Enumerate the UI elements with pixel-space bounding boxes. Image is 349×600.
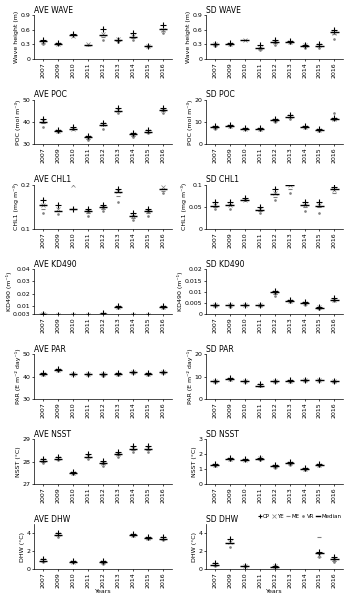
Y-axis label: DHW (°C): DHW (°C) bbox=[192, 532, 197, 562]
X-axis label: Years: Years bbox=[266, 589, 283, 595]
Y-axis label: Wave height (m): Wave height (m) bbox=[186, 11, 191, 63]
Y-axis label: KD490 (m⁻¹): KD490 (m⁻¹) bbox=[6, 272, 12, 311]
X-axis label: Years: Years bbox=[95, 589, 111, 595]
Y-axis label: KD490 (m⁻¹): KD490 (m⁻¹) bbox=[177, 272, 183, 311]
Y-axis label: POC (mol m⁻³): POC (mol m⁻³) bbox=[15, 99, 21, 145]
Legend: CP, YE, ME, VR, Median: CP, YE, ME, VR, Median bbox=[255, 511, 343, 521]
Text: AVE DHW: AVE DHW bbox=[34, 515, 70, 524]
Text: SD PAR: SD PAR bbox=[206, 345, 233, 354]
Text: AVE NSST: AVE NSST bbox=[34, 430, 71, 439]
Text: AVE KD490: AVE KD490 bbox=[34, 260, 77, 269]
Text: SD NSST: SD NSST bbox=[206, 430, 239, 439]
Text: AVE PAR: AVE PAR bbox=[34, 345, 66, 354]
Y-axis label: PAR (E m⁻² day⁻¹): PAR (E m⁻² day⁻¹) bbox=[187, 349, 193, 404]
Y-axis label: CHL1 (mg m⁻³): CHL1 (mg m⁻³) bbox=[13, 183, 19, 230]
Y-axis label: POC (mol m⁻³): POC (mol m⁻³) bbox=[187, 99, 193, 145]
Text: SD POC: SD POC bbox=[206, 91, 235, 100]
Text: AVE CHL1: AVE CHL1 bbox=[34, 175, 71, 184]
Y-axis label: PAR (E m⁻² day⁻¹): PAR (E m⁻² day⁻¹) bbox=[15, 349, 21, 404]
Text: SD WAVE: SD WAVE bbox=[206, 5, 240, 14]
Y-axis label: NSST (°C): NSST (°C) bbox=[16, 446, 21, 477]
Y-axis label: CHL1 (mg m⁻³): CHL1 (mg m⁻³) bbox=[181, 183, 187, 230]
Y-axis label: Wave height (m): Wave height (m) bbox=[14, 11, 19, 63]
Text: SD KD490: SD KD490 bbox=[206, 260, 244, 269]
Y-axis label: DHW (°C): DHW (°C) bbox=[20, 532, 25, 562]
Text: SD CHL1: SD CHL1 bbox=[206, 175, 239, 184]
Y-axis label: NSST (°C): NSST (°C) bbox=[192, 446, 197, 477]
Text: SD DHW: SD DHW bbox=[206, 515, 238, 524]
Text: AVE POC: AVE POC bbox=[34, 91, 67, 100]
Text: AVE WAVE: AVE WAVE bbox=[34, 5, 73, 14]
